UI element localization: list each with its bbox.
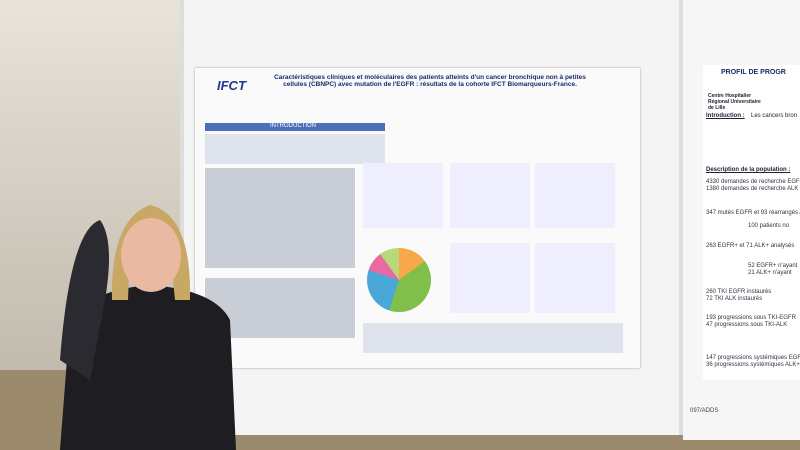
- flow-step: 193 progressions sous TKI-EGFR: [706, 315, 796, 321]
- table: [205, 168, 355, 268]
- flow-step: 4330 demandes de recherche EGFR: [706, 179, 800, 185]
- description-label: Description de la population :: [706, 167, 791, 173]
- flow-step: 347 mutés EGFR et 93 réarrangés ALK: [706, 210, 800, 216]
- flow-step: 36 progressions systémiques ALK+: [706, 362, 800, 368]
- flow-step: 147 progressions systémiques EGFR+: [706, 355, 800, 361]
- pie-chart: [367, 248, 431, 312]
- chart: [363, 163, 443, 228]
- institution: Centre Hospitalier Régional Universitair…: [708, 93, 761, 111]
- intro-text: [205, 134, 385, 164]
- poster: IFCT Caractéristiques cliniques et moléc…: [195, 68, 640, 368]
- flow-step: 263 EGFR+ et 71 ALK+ analysés: [706, 243, 795, 249]
- intro-label: Introduction :: [706, 113, 745, 119]
- chart: [535, 163, 615, 228]
- board-label: 097/ADDS: [690, 408, 719, 414]
- side-poster: PROFIL DE PROGR Centre Hospitalier Régio…: [703, 65, 800, 380]
- flow-step: 21 ALK+ n'ayant: [748, 270, 792, 276]
- flow-step: 260 TKI EGFR instaurés: [706, 289, 772, 295]
- face: [121, 218, 181, 292]
- section-bar: [205, 123, 385, 131]
- clothing: [60, 285, 236, 450]
- poster-title: Caractéristiques cliniques et moléculair…: [274, 74, 586, 88]
- side-heading: PROFIL DE PROGR: [721, 69, 786, 76]
- flow-step: 52 EGFR+ n'ayant: [748, 263, 798, 269]
- flow-step: 1380 demandes de recherche ALK: [706, 186, 799, 192]
- flow-step: 47 progressions sous TKI-ALK: [706, 322, 788, 328]
- flow-step: 72 TKI ALK instaurés: [706, 296, 763, 302]
- chart: [535, 243, 615, 313]
- background-person: [60, 220, 109, 380]
- intro-text: Les cancers bron: [751, 113, 798, 119]
- conclusion: [363, 323, 623, 353]
- logo: IFCT: [217, 78, 246, 93]
- side-board: PROFIL DE PROGR Centre Hospitalier Régio…: [683, 0, 800, 440]
- flow-step: 100 patients no: [748, 223, 790, 229]
- chart: [450, 243, 530, 313]
- chart: [450, 163, 530, 228]
- section-title: INTRODUCTION: [270, 123, 316, 129]
